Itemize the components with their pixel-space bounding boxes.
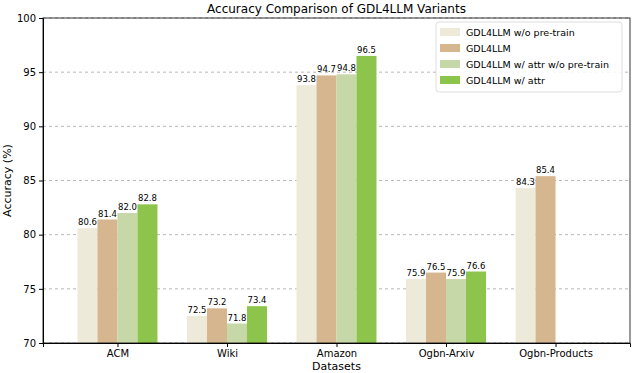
x-tick-mark: [227, 343, 228, 347]
plot-frame: [43, 18, 630, 343]
data-label: 73.4: [248, 295, 267, 305]
y-axis-title: Accuracy (%): [1, 144, 14, 217]
bar: [77, 228, 97, 343]
title: Accuracy Comparison of GDL4LLM Variants: [207, 2, 466, 16]
x-tick-mark: [117, 343, 118, 347]
y-tick-mark: [39, 126, 43, 127]
bar: [207, 308, 227, 343]
bar: [247, 306, 267, 343]
data-label: 82.8: [138, 193, 157, 203]
bar: [406, 279, 426, 343]
y-tick-mark: [39, 289, 43, 290]
chart: 80.6 72.5 93.8 75.9 84.3 81.4 73.2 94.7 76.5 85.4…: [0, 0, 640, 373]
bars: [77, 56, 555, 343]
x-tick-label: Amazon: [317, 348, 357, 359]
y-tick-label: 85: [23, 175, 36, 186]
bar: [446, 279, 466, 343]
data-label: 76.6: [467, 261, 486, 271]
legend-label: GDL4LLM w/ attr: [466, 75, 545, 86]
data-label: 73.2: [208, 297, 227, 307]
x-tick: ACM: [107, 343, 129, 359]
data-label: 84.3: [516, 177, 535, 187]
x-axis: ACM Wiki Amazon Ogbn-Arxiv Ogbn-Products: [44, 343, 631, 359]
bar: [317, 75, 337, 343]
y-tick-label: 75: [23, 284, 36, 295]
bar: [337, 74, 357, 343]
bar: [297, 85, 317, 343]
grid: [43, 18, 630, 343]
x-tick-label: Ogbn-Products: [519, 348, 593, 359]
x-tick-label: Ogbn-Arxiv: [419, 348, 475, 359]
y-tick: 95: [23, 67, 43, 78]
data-label: 80.6: [78, 217, 97, 227]
legend-label: GDL4LLM: [466, 43, 511, 54]
x-tick: Amazon: [317, 343, 357, 359]
data-label: 75.9: [447, 268, 466, 278]
bar: [466, 272, 486, 344]
legend-swatch: [440, 76, 460, 84]
y-tick-label: 70: [23, 338, 36, 349]
y-tick: 85: [23, 175, 43, 186]
data-label: 71.8: [228, 313, 247, 323]
bar: [516, 188, 536, 343]
bar: [227, 324, 247, 344]
y-tick-mark: [39, 343, 43, 344]
x-axis-line: [44, 344, 631, 348]
x-tick-mark: [556, 343, 557, 347]
y-tick-mark: [39, 181, 43, 182]
y-tick: 100: [17, 13, 43, 24]
x-tick-label: Wiki: [217, 348, 238, 359]
legend-swatch: [440, 60, 460, 68]
data-label: 94.8: [337, 63, 356, 73]
legend: GDL4LLM w/o pre-train GDL4LLM GDL4LLM w/ a…: [436, 22, 622, 92]
x-tick: Ogbn-Products: [519, 343, 593, 359]
legend-box: [436, 22, 622, 92]
legend-swatch: [440, 44, 460, 52]
y-tick: 70: [23, 338, 43, 349]
x-tick-mark: [446, 343, 447, 347]
data-label: 75.9: [407, 268, 426, 278]
y-tick: 80: [23, 229, 43, 240]
legend-label: GDL4LLM w/o pre-train: [466, 27, 575, 38]
data-label: 72.5: [188, 305, 207, 315]
y-tick-label: 95: [23, 67, 36, 78]
y-tick-mark: [39, 72, 43, 73]
bar: [357, 56, 377, 343]
data-label: 85.4: [536, 165, 555, 175]
y-tick: 90: [23, 121, 43, 132]
y-tick-label: 100: [17, 13, 36, 24]
x-tick-label: ACM: [107, 348, 129, 359]
legend-swatch: [440, 28, 460, 36]
x-tick: Ogbn-Arxiv: [419, 343, 475, 359]
data-label: 82.0: [118, 202, 137, 212]
data-label: 96.5: [357, 45, 376, 55]
x-tick: Wiki: [217, 343, 238, 359]
bar: [97, 220, 117, 344]
bar: [426, 273, 446, 343]
bar: [117, 213, 137, 343]
y-tick-mark: [39, 235, 43, 236]
data-label: 94.7: [317, 64, 336, 74]
legend-label: GDL4LLM w/ attr w/o pre-train: [466, 59, 609, 70]
x-axis-title: Datasets: [312, 360, 361, 373]
bar: [187, 316, 207, 343]
data-label: 81.4: [98, 209, 117, 219]
y-tick-mark: [39, 18, 43, 19]
y-tick-label: 90: [23, 121, 36, 132]
y-tick: 75: [23, 284, 43, 295]
data-label: 93.8: [297, 74, 316, 84]
y-axis: 70 75 80 85 90 95 100: [17, 13, 44, 349]
x-tick-mark: [337, 343, 338, 347]
data-label: 76.5: [427, 262, 446, 272]
bar: [536, 176, 556, 343]
y-tick-label: 80: [23, 229, 36, 240]
bar: [137, 204, 157, 343]
